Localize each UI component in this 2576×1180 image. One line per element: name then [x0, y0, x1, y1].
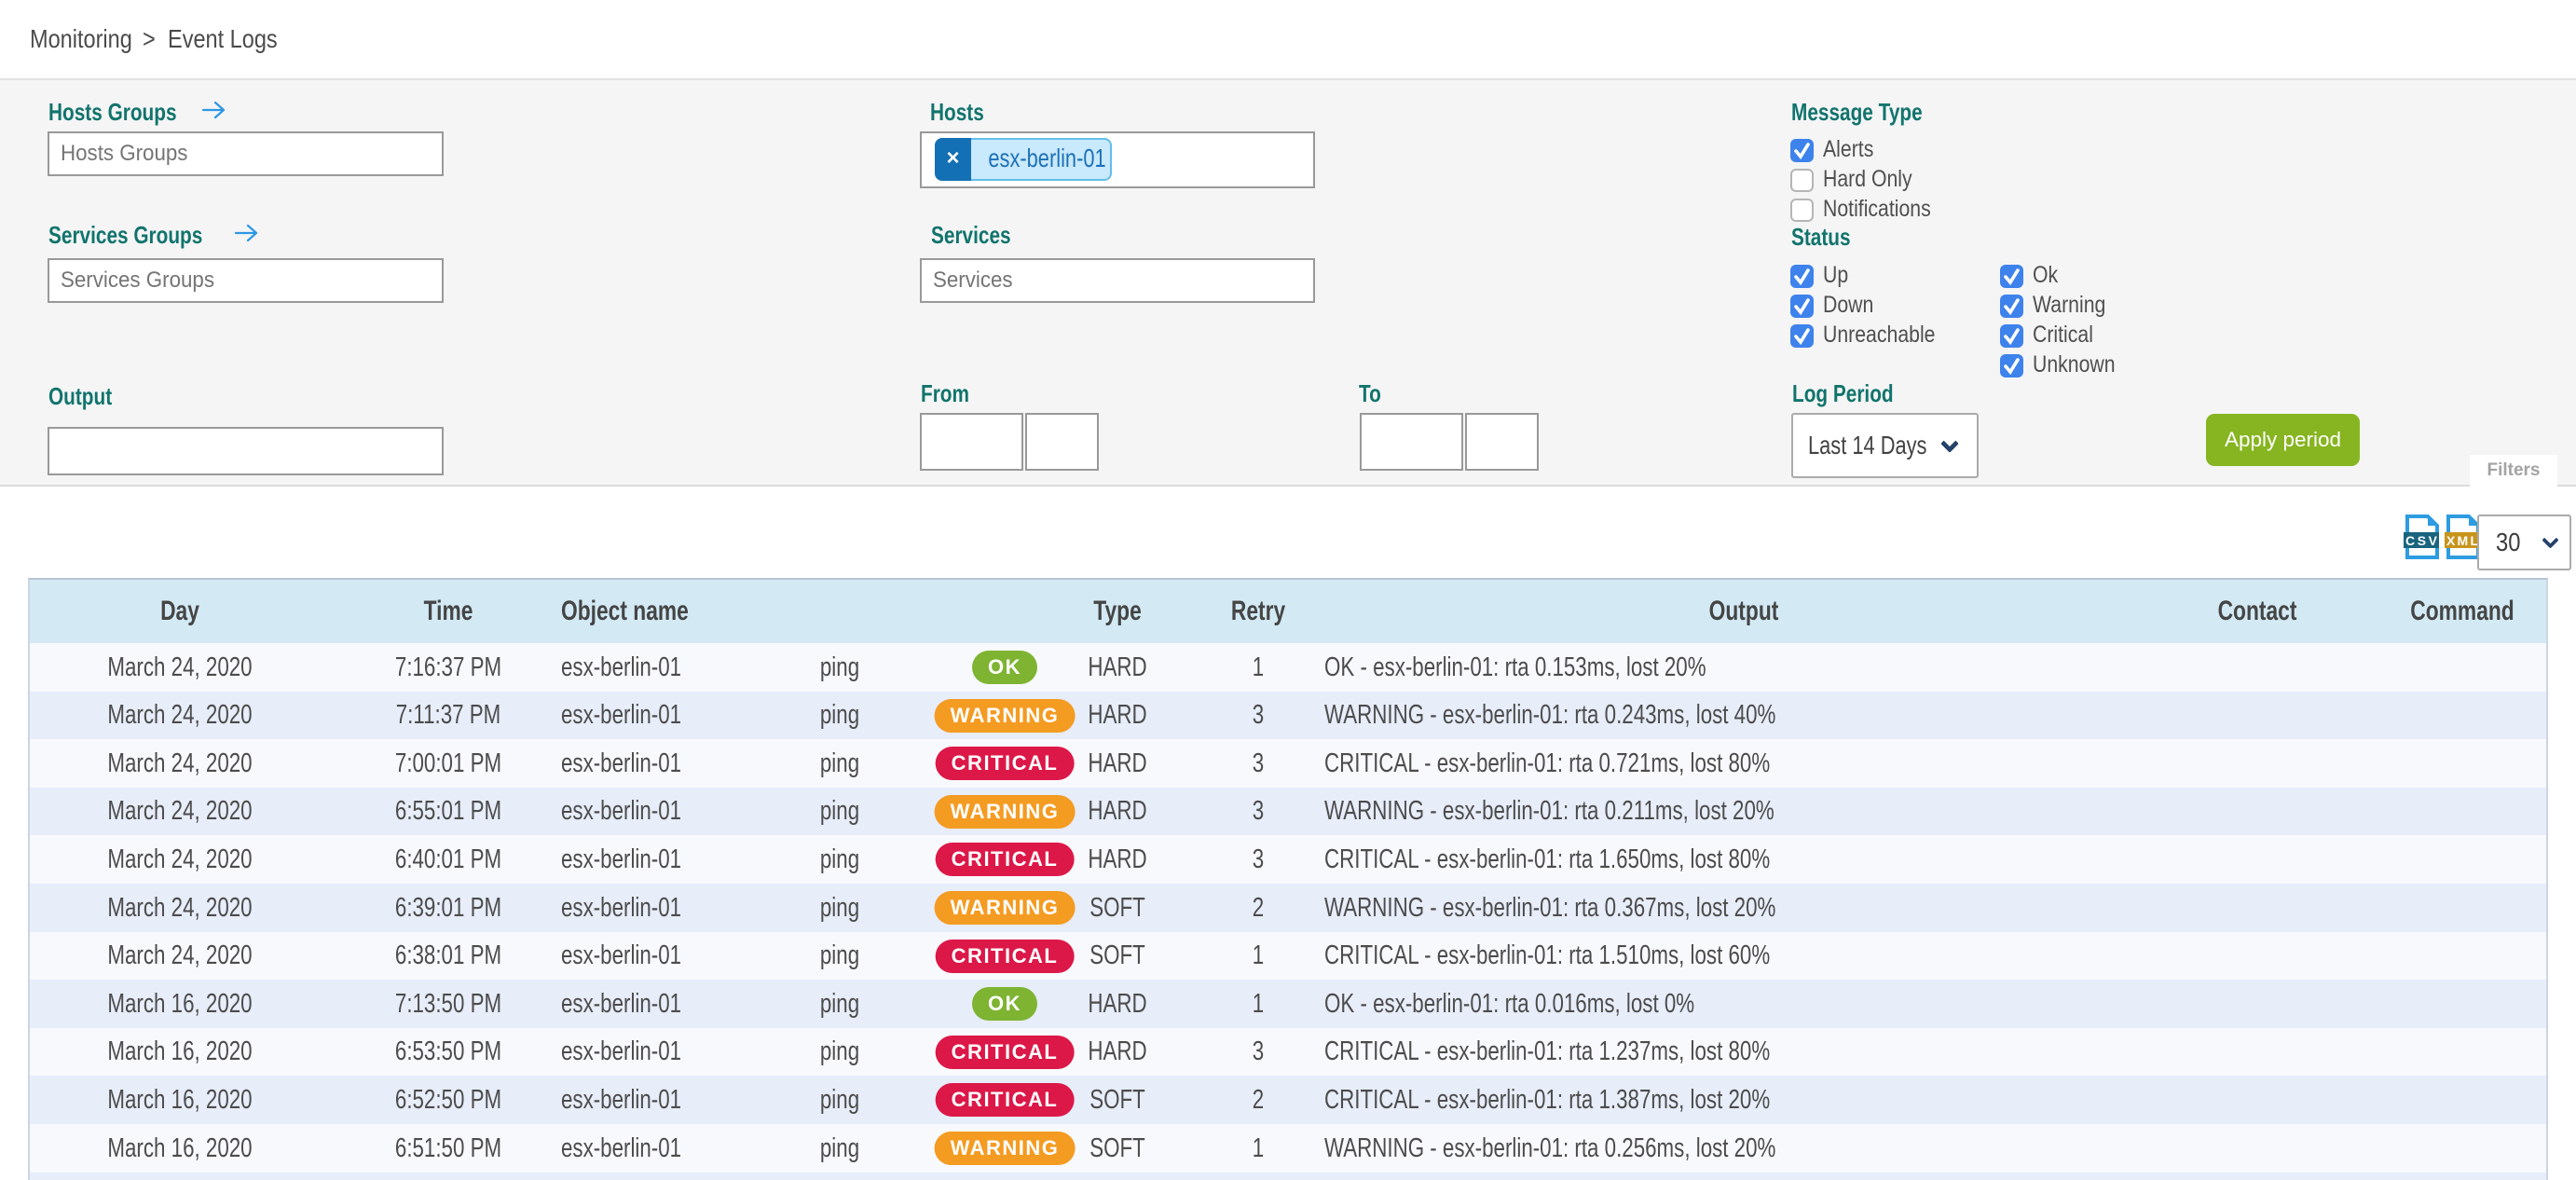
svg-text:CSV: CSV	[2405, 533, 2438, 548]
svg-text:XML: XML	[2446, 533, 2478, 548]
